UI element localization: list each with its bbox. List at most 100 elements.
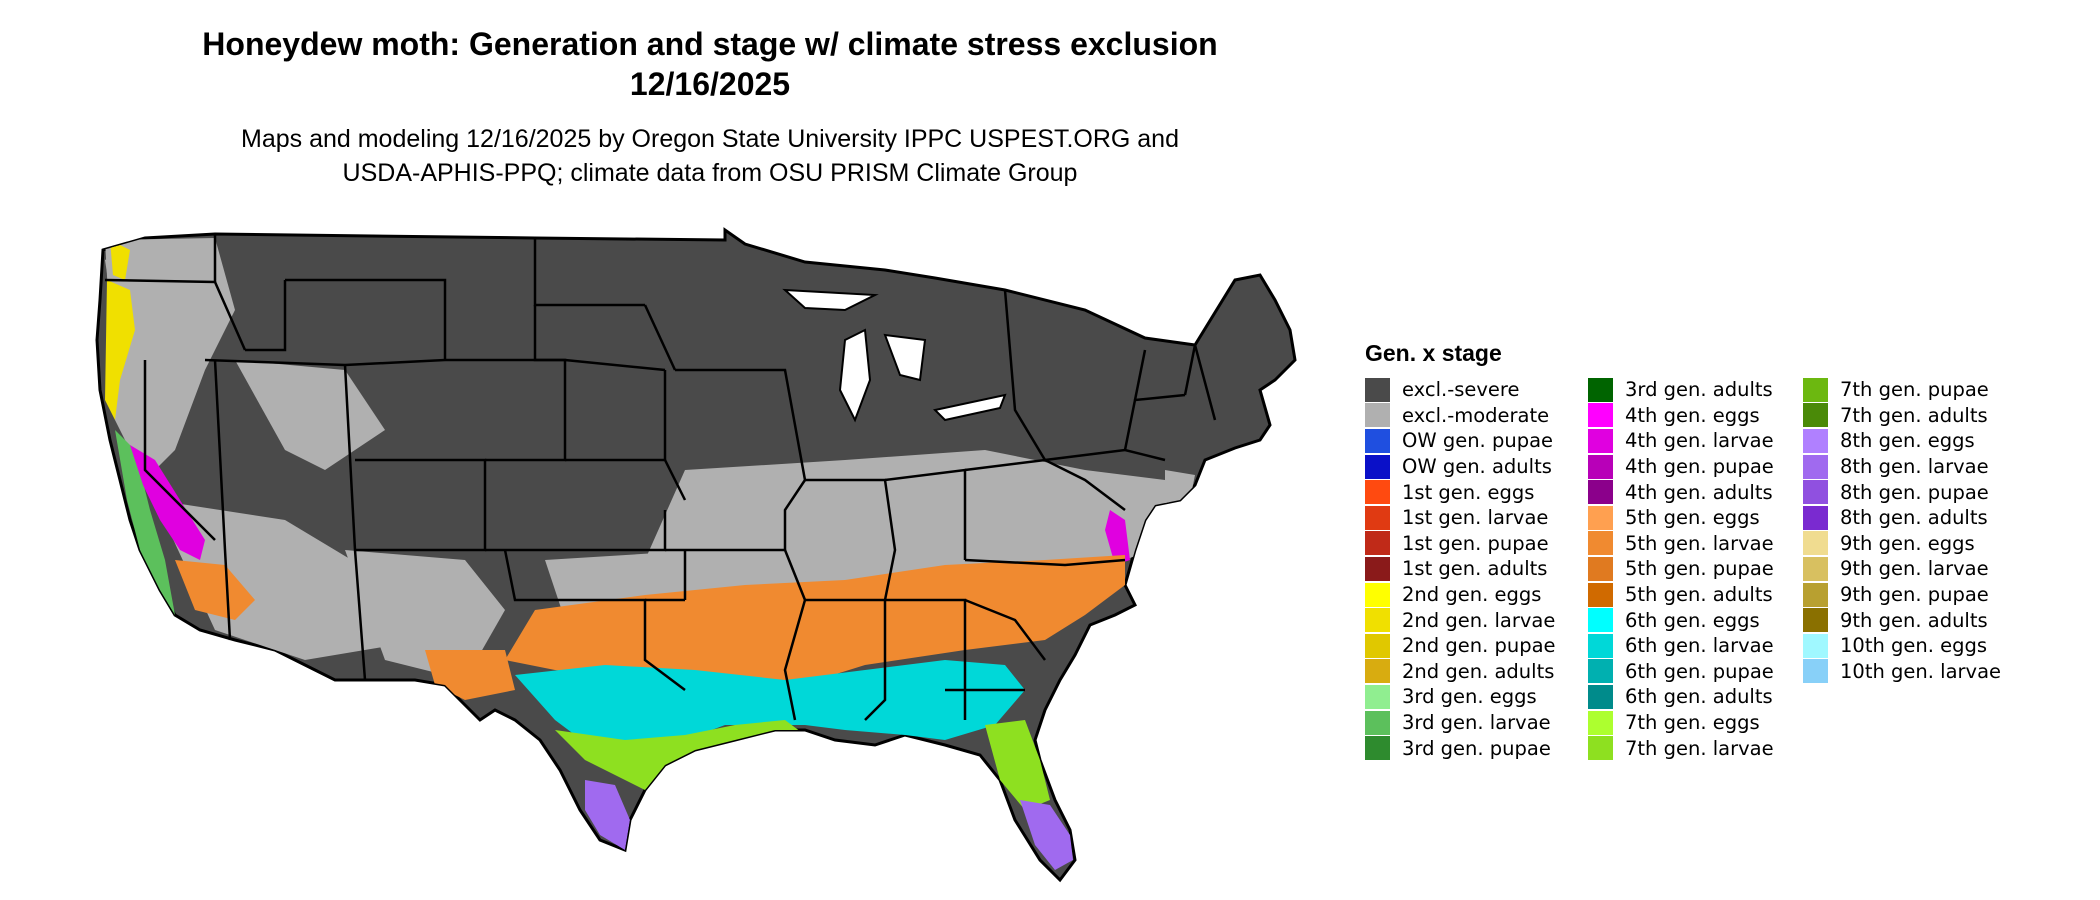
state-borders	[104, 234, 1217, 721]
legend-item: 4th gen. pupae	[1588, 454, 1797, 480]
legend-label: 3rd gen. adults	[1625, 378, 1773, 402]
legend-label: 7th gen. pupae	[1840, 378, 1989, 402]
legend-swatch	[1803, 633, 1828, 658]
legend-item: 4th gen. larvae	[1588, 428, 1797, 454]
legend: Gen. x stage excl.-severe excl.-moderate O…	[1365, 340, 2007, 761]
legend-swatch	[1365, 531, 1390, 556]
legend-label: 9th gen. adults	[1840, 608, 1988, 632]
legend-label: 7th gen. adults	[1840, 403, 1988, 427]
legend-swatch	[1365, 377, 1390, 402]
legend-swatch	[1365, 633, 1390, 658]
map-subtitle: Maps and modeling 12/16/2025 by Oregon S…	[120, 122, 1300, 190]
legend-swatch	[1588, 684, 1613, 709]
legend-item: 3rd gen. adults	[1588, 377, 1797, 403]
legend-swatch	[1588, 428, 1613, 453]
legend-swatch	[1803, 454, 1828, 479]
legend-item: 3rd gen. larvae	[1365, 710, 1582, 736]
legend-swatch	[1365, 684, 1390, 709]
legend-item: 1st gen. eggs	[1365, 479, 1582, 505]
legend-label: 6th gen. adults	[1625, 685, 1773, 709]
lake-erie	[932, 393, 1007, 422]
legend-swatch	[1588, 480, 1613, 505]
gen5-west-texas	[425, 650, 515, 700]
legend-swatch	[1588, 556, 1613, 581]
gen3-california	[115, 430, 175, 615]
us-map	[95, 227, 1297, 883]
legend-label: 1st gen. larvae	[1402, 506, 1549, 530]
legend-item: 2nd gen. adults	[1365, 659, 1582, 685]
legend-label: 1st gen. pupae	[1402, 531, 1549, 555]
legend-item: 9th gen. pupae	[1803, 582, 2001, 608]
legend-swatch	[1588, 659, 1613, 684]
legend-item: 7th gen. larvae	[1588, 735, 1797, 761]
legend-item: 5th gen. eggs	[1588, 505, 1797, 531]
legend-swatch	[1365, 659, 1390, 684]
legend-swatch	[1803, 377, 1828, 402]
legend-title: Gen. x stage	[1365, 340, 1502, 366]
legend-label: 6th gen. larvae	[1625, 634, 1774, 658]
legend-item: 10th gen. larvae	[1803, 659, 2001, 685]
legend-label: excl.-moderate	[1402, 403, 1550, 427]
legend-label: 2nd gen. larvae	[1402, 608, 1556, 632]
legend-label: 9th gen. eggs	[1840, 531, 1975, 555]
legend-item: 2nd gen. pupae	[1365, 633, 1582, 659]
legend-label: 2nd gen. adults	[1402, 659, 1555, 683]
subtitle-line-2: USDA-APHIS-PPQ; climate data from OSU PR…	[342, 159, 1078, 187]
legend-swatch	[1588, 377, 1613, 402]
legend-item: 9th gen. larvae	[1803, 556, 2001, 582]
great-lakes	[782, 288, 1007, 423]
legend-columns: excl.-severe excl.-moderate OW gen. pupae O…	[1365, 377, 2007, 761]
legend-label: 8th gen. adults	[1840, 506, 1988, 530]
legend-label: 4th gen. adults	[1625, 480, 1773, 504]
legend-swatch	[1803, 428, 1828, 453]
legend-label: 8th gen. larvae	[1840, 455, 1989, 479]
legend-label: 2nd gen. eggs	[1402, 583, 1542, 607]
legend-swatch	[1803, 556, 1828, 581]
legend-column: 7th gen. pupae 7th gen. adults 8th gen. eg…	[1803, 377, 2001, 761]
legend-swatch	[1803, 403, 1828, 428]
legend-swatch	[1588, 403, 1613, 428]
legend-label: 10th gen. larvae	[1840, 659, 2002, 683]
legend-item: 8th gen. eggs	[1803, 428, 2001, 454]
legend-item: 7th gen. pupae	[1803, 377, 2001, 403]
legend-label: 4th gen. larvae	[1625, 429, 1774, 453]
legend-item: 4th gen. eggs	[1588, 403, 1797, 429]
legend-label: 3rd gen. pupae	[1402, 736, 1551, 760]
legend-swatch	[1588, 736, 1613, 761]
legend-item: 3rd gen. eggs	[1365, 684, 1582, 710]
gen4-delmarva	[1105, 510, 1130, 565]
legend-swatch	[1365, 454, 1390, 479]
legend-item: OW gen. adults	[1365, 454, 1582, 480]
legend-column: excl.-severe excl.-moderate OW gen. pupae O…	[1365, 377, 1582, 761]
legend-swatch	[1588, 633, 1613, 658]
legend-item: 10th gen. eggs	[1803, 633, 2001, 659]
legend-label: 10th gen. eggs	[1840, 634, 1988, 658]
legend-label: OW gen. adults	[1402, 455, 1552, 479]
legend-item: 1st gen. adults	[1365, 556, 1582, 582]
legend-label: 1st gen. adults	[1402, 557, 1548, 581]
legend-label: 7th gen. eggs	[1625, 711, 1760, 735]
legend-label: OW gen. pupae	[1402, 429, 1554, 453]
legend-swatch	[1365, 505, 1390, 530]
legend-swatch	[1588, 505, 1613, 530]
legend-item: excl.-moderate	[1365, 403, 1582, 429]
legend-item: excl.-severe	[1365, 377, 1582, 403]
legend-column: 3rd gen. adults 4th gen. eggs 4th gen. lar…	[1588, 377, 1797, 761]
legend-item: 5th gen. adults	[1588, 582, 1797, 608]
legend-label: 7th gen. larvae	[1625, 736, 1774, 760]
legend-item: 8th gen. pupae	[1803, 479, 2001, 505]
gen2-pnw-band	[110, 240, 130, 280]
legend-item: 4th gen. adults	[1588, 479, 1797, 505]
legend-swatch	[1803, 659, 1828, 684]
legend-item: 6th gen. larvae	[1588, 633, 1797, 659]
legend-swatch	[1803, 608, 1828, 633]
legend-swatch	[1588, 582, 1613, 607]
legend-swatch	[1365, 710, 1390, 735]
legend-label: 9th gen. pupae	[1840, 583, 1989, 607]
legend-item: OW gen. pupae	[1365, 428, 1582, 454]
lake-michigan	[838, 328, 872, 423]
legend-swatch	[1588, 454, 1613, 479]
gen8-south-texas	[585, 780, 630, 850]
legend-label: 4th gen. eggs	[1625, 403, 1760, 427]
legend-swatch	[1588, 531, 1613, 556]
